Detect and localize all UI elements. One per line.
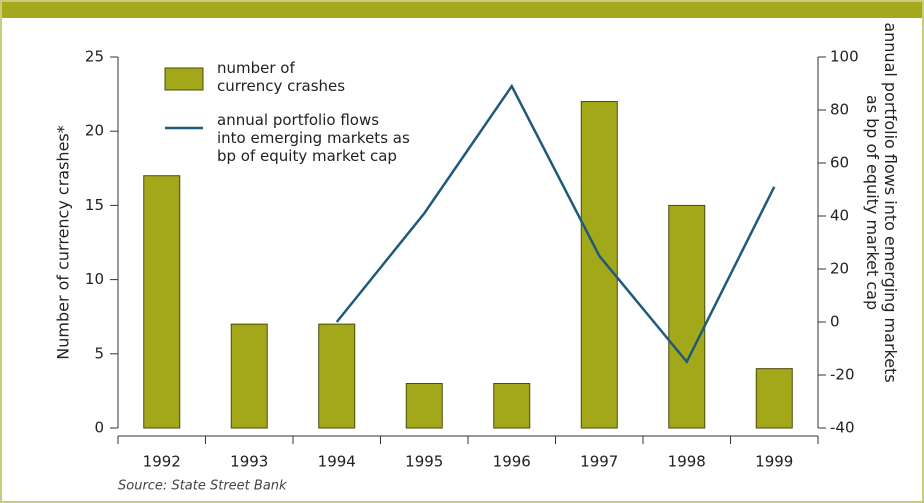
y-tick-label: 5 (94, 344, 104, 362)
y2-tick-label: 100 (830, 48, 859, 66)
source: Source: State Street Bank (118, 479, 287, 494)
x-tick-label: 1995 (405, 453, 443, 471)
y2-tick-label: 60 (830, 154, 849, 172)
bar (580, 101, 618, 429)
bar (755, 368, 793, 429)
legend-label: number of currency crashes (217, 59, 345, 95)
y-tick-label: 10 (85, 270, 104, 288)
x-tick-label: 1998 (668, 453, 706, 471)
x-tick-label: 1996 (493, 453, 531, 471)
bar (405, 382, 443, 429)
y-tick-label: 0 (94, 419, 104, 437)
legend-swatch (164, 67, 204, 91)
line (335, 83, 776, 365)
y-tick-label: 25 (85, 48, 104, 66)
y2-tick-label: 0 (830, 313, 840, 331)
x-tick-label: 1997 (580, 453, 618, 471)
top-band (0, 0, 924, 18)
x-tick-label: 1999 (755, 453, 793, 471)
y-tick-label: 20 (85, 122, 104, 140)
y2-tick-label: -20 (830, 366, 855, 384)
y-label: Number of currency crashes* (54, 125, 73, 360)
y2-tick-label: 20 (830, 260, 849, 278)
bar (318, 323, 356, 429)
bar (230, 323, 268, 429)
x-tick-label: 1992 (143, 453, 181, 471)
y2-tick-label: 80 (830, 101, 849, 119)
y2-label: annual portfolio flows into emerging mar… (864, 22, 901, 382)
bar (493, 382, 531, 429)
x-tick-label: 1993 (230, 453, 268, 471)
bar (143, 175, 181, 429)
y-tick-label: 15 (85, 196, 104, 214)
y2-tick-label: -40 (830, 419, 855, 437)
legend-label: annual portfolio flows into emerging mark… (217, 111, 410, 165)
x-tick-label: 1994 (318, 453, 356, 471)
bar (668, 204, 706, 429)
y2-tick-label: 40 (830, 207, 849, 225)
